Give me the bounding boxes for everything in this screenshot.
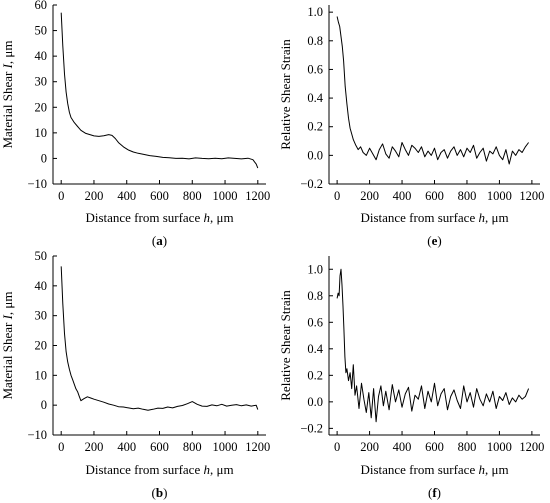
y-tick-label: 0.8 (307, 289, 323, 303)
y-tick-label: 50 (35, 24, 48, 38)
chart-panel-e: 0 200 400 600 800 1000 1200 −0.2 0.0 0.2 0.4 0.6 0.8… (278, 5, 544, 248)
y-tick-label: 0.0 (307, 148, 323, 162)
series-line (60, 12, 259, 169)
y-axis-title: Relative Shear Strain (278, 290, 293, 401)
x-tick-label: 1000 (213, 189, 238, 203)
y-tick-label: 1.0 (307, 5, 323, 19)
x-tick-label: 1200 (519, 440, 544, 454)
x-tick-label: 200 (85, 440, 104, 454)
x-tick-label: 800 (183, 189, 202, 203)
y-tick-label: 30 (35, 309, 48, 323)
panel-label: (f) (428, 485, 441, 500)
panel-label: (a) (152, 233, 167, 248)
x-tick-label: 1200 (245, 440, 270, 454)
y-tick-label: 30 (35, 75, 48, 89)
y-tick-label: 0.4 (307, 342, 323, 356)
x-tick-label: 400 (117, 189, 136, 203)
y-tick-label: 0.4 (307, 91, 323, 105)
x-axis-title: Distance from surface h, μm (85, 462, 233, 477)
x-axis-title: Distance from surface h, μm (85, 210, 233, 225)
y-tick-label: 40 (35, 49, 48, 63)
y-tick-label: 0.0 (307, 395, 323, 409)
x-tick-label: 1000 (487, 189, 512, 203)
x-tick-label: 800 (458, 440, 477, 454)
x-tick-label: 600 (150, 189, 169, 203)
x-tick-label: 800 (183, 440, 202, 454)
y-tick-label: 0 (41, 398, 47, 412)
y-axis-title: Relative Shear Strain (278, 39, 293, 150)
x-tick-label: 600 (425, 189, 444, 203)
x-tick-label: 1200 (245, 189, 270, 203)
x-tick-label: 1000 (487, 440, 512, 454)
x-tick-label: 200 (360, 189, 379, 203)
x-tick-label: 200 (85, 189, 104, 203)
series-line (336, 16, 530, 165)
y-tick-label: 0.8 (307, 34, 323, 48)
x-tick-label: 0 (334, 440, 340, 454)
x-tick-label: 400 (117, 440, 136, 454)
y-tick-label: −10 (27, 428, 47, 442)
y-axis-title: Material Shear I, μm (0, 291, 15, 399)
x-tick-label: 0 (58, 189, 64, 203)
y-tick-label: 0.6 (307, 62, 323, 76)
x-tick-label: 600 (150, 440, 169, 454)
x-tick-label: 400 (393, 189, 412, 203)
y-tick-label: 0.2 (307, 120, 323, 134)
series-line (60, 266, 259, 411)
y-axis-title: Material Shear I, μm (0, 40, 15, 148)
x-tick-label: 400 (393, 440, 412, 454)
chart-panel-f: 0 200 400 600 800 1000 1200 −0.2 0.0 0.2 0.4 0.6 0.8… (278, 256, 544, 500)
x-axis-title: Distance from surface h, μm (360, 210, 508, 225)
y-tick-label: 40 (35, 279, 48, 293)
y-tick-label: −0.2 (300, 177, 323, 191)
x-tick-label: 200 (360, 440, 379, 454)
y-tick-label: 0 (41, 151, 47, 165)
x-tick-label: 800 (458, 189, 477, 203)
y-tick-label: 0.2 (307, 368, 323, 382)
chart-panel-a: 0 200 400 600 800 1000 1200 −10 0 10 20 30 40 50 60 Dis… (0, 0, 270, 248)
x-tick-label: 1000 (213, 440, 238, 454)
series-line (336, 268, 530, 423)
y-tick-label: 50 (35, 249, 48, 263)
panel-label: (e) (427, 233, 441, 248)
y-tick-label: 1.0 (307, 262, 323, 276)
y-tick-label: 10 (35, 126, 48, 140)
y-tick-label: 0.6 (307, 315, 323, 329)
chart-panel-b: 0 200 400 600 800 1000 1200 −10 0 10 20 30 40 50 Dista… (0, 249, 270, 500)
y-tick-label: 10 (35, 368, 48, 382)
x-tick-label: 1200 (519, 189, 544, 203)
y-tick-label: 20 (35, 100, 48, 114)
x-tick-label: 0 (334, 189, 340, 203)
y-tick-label: 60 (35, 0, 48, 12)
x-tick-label: 600 (425, 440, 444, 454)
x-axis-title: Distance from surface h, μm (360, 462, 508, 477)
y-tick-label: −0.2 (300, 421, 323, 435)
y-tick-label: −10 (27, 177, 47, 191)
y-tick-label: 20 (35, 339, 48, 353)
x-tick-label: 0 (58, 440, 64, 454)
panel-label: (b) (152, 485, 168, 500)
